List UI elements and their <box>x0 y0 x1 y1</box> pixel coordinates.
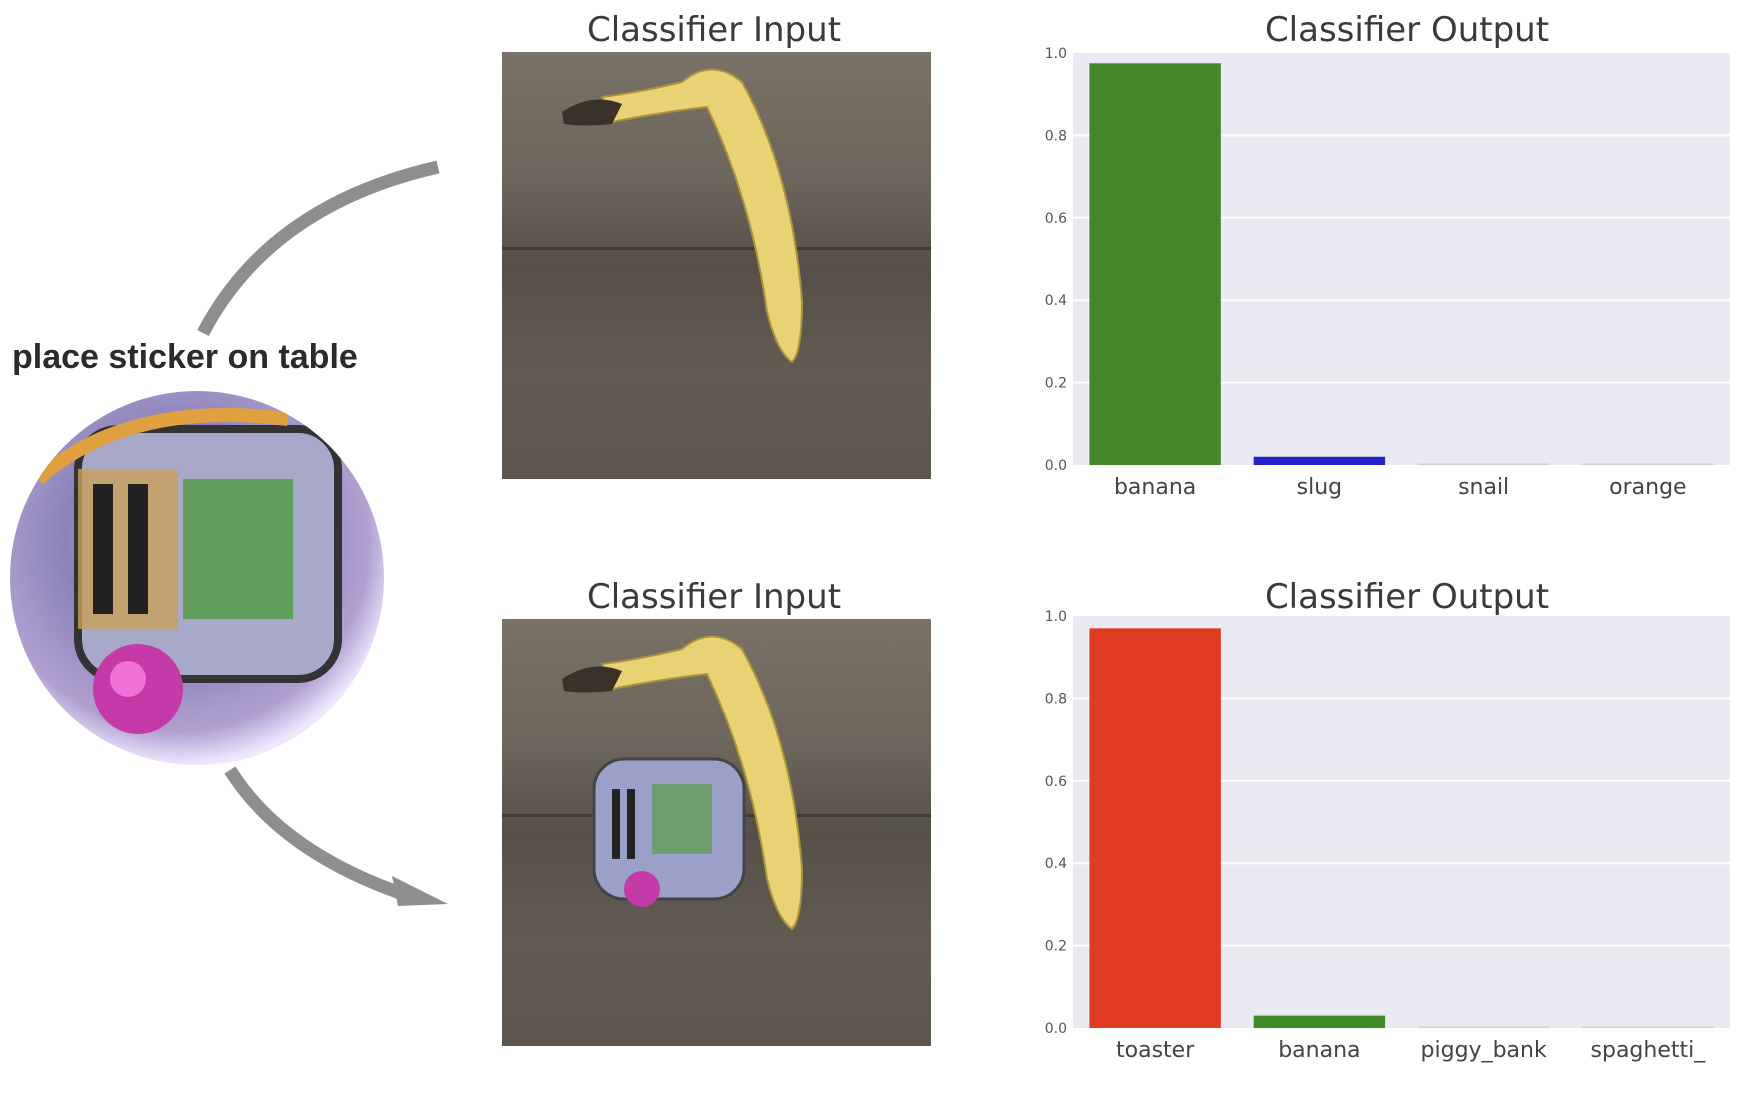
output-title-top: Classifier Output <box>1264 10 1550 50</box>
arrow-down-curve <box>224 766 403 900</box>
bar-snail <box>1417 463 1550 465</box>
caption-place-sticker: place sticker on table <box>12 338 358 376</box>
sticker-on-table <box>592 757 746 907</box>
x-tick-label: banana <box>1278 1038 1360 1063</box>
bar-spaghetti_ <box>1582 1026 1714 1028</box>
y-tick-label: 0.2 <box>1045 939 1067 955</box>
output-title-bottom: Classifier Output <box>1264 577 1550 617</box>
y-tick-label: 0.0 <box>1045 458 1067 474</box>
classifier-input-image-with-sticker <box>502 619 931 1046</box>
input-title-top: Classifier Input <box>586 10 842 50</box>
x-tick-label: toaster <box>1116 1038 1195 1063</box>
y-tick-label: 0.2 <box>1045 376 1067 392</box>
bar-piggy_bank <box>1417 1026 1550 1028</box>
bar-toaster <box>1089 628 1221 1028</box>
classifier-output-chart-top: 0.0 0.2 0.4 0.6 0.8 1.0 banana slug snail orange <box>1045 46 1730 500</box>
y-tick-label: 0.6 <box>1045 774 1067 790</box>
y-tick-label: 0.6 <box>1045 211 1067 227</box>
y-tick-label: 1.0 <box>1045 46 1067 62</box>
arrows <box>197 160 448 906</box>
arrow-up-curve <box>197 160 440 337</box>
input-title-bottom: Classifier Input <box>586 577 842 617</box>
y-tick-label: 0.0 <box>1045 1021 1067 1037</box>
x-tick-label: orange <box>1609 475 1686 500</box>
x-tick-label: snail <box>1458 475 1509 500</box>
y-tick-label: 1.0 <box>1045 609 1067 625</box>
classifier-input-image-original <box>502 52 931 479</box>
y-tick-label: 0.8 <box>1045 128 1067 144</box>
x-tick-label: spaghetti_ <box>1591 1038 1707 1063</box>
x-tick-label: piggy_bank <box>1421 1038 1547 1063</box>
classifier-output-chart-bottom: 0.0 0.2 0.4 0.6 0.8 1.0 toaster banana piggy_ban… <box>1045 609 1730 1063</box>
y-tick-label: 0.4 <box>1045 856 1067 872</box>
adversarial-sticker <box>10 391 384 765</box>
y-tick-label: 0.4 <box>1045 293 1067 309</box>
arrowhead-icon <box>392 876 448 906</box>
bar-slug <box>1253 456 1386 465</box>
bar-banana <box>1253 1015 1386 1028</box>
bar-orange <box>1582 463 1714 465</box>
x-tick-label: slug <box>1297 475 1342 500</box>
y-tick-label: 0.8 <box>1045 691 1067 707</box>
x-tick-label: banana <box>1114 475 1196 500</box>
bar-banana <box>1089 63 1221 466</box>
banana <box>600 68 804 364</box>
